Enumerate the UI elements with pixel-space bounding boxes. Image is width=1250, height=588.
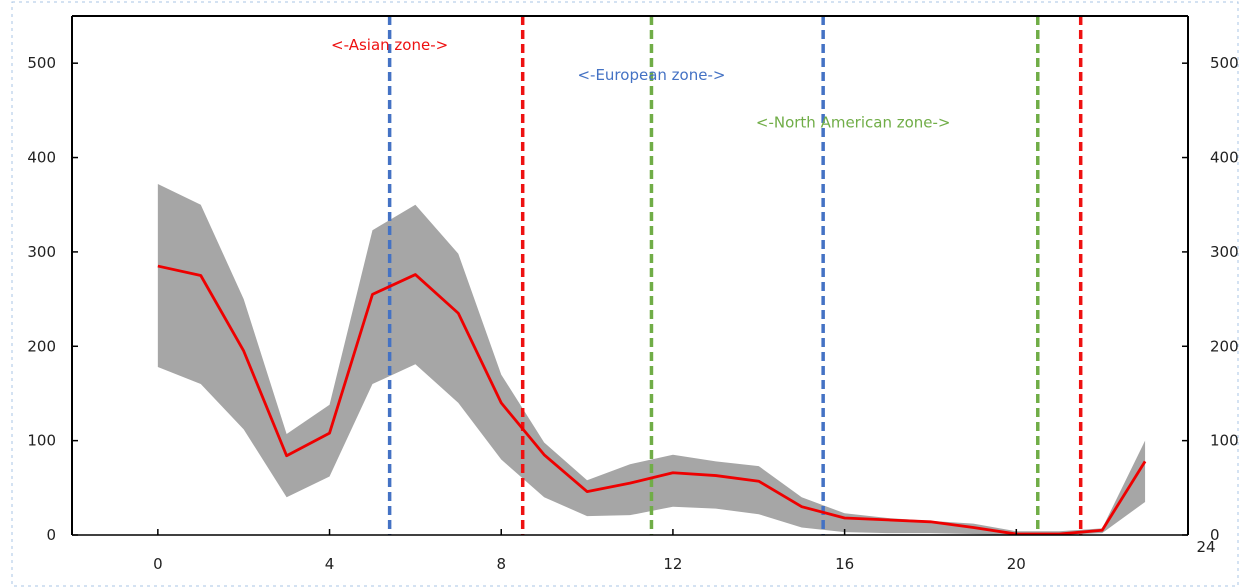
y-tick-label-left: 500 (27, 54, 56, 72)
y-tick-label-left: 200 (27, 337, 56, 355)
y-tick-label-right: 500 (1210, 54, 1239, 72)
range-band (157, 183, 1146, 535)
average-line (157, 264, 1147, 536)
x-tick-label: 24 (1196, 538, 1215, 556)
y-tick-label-left: 400 (27, 149, 56, 167)
y-tick-label-right: 200 (1210, 337, 1239, 355)
y-tick-label-right: 400 (1210, 149, 1239, 167)
y-tick-label-right: 100 (1210, 432, 1239, 450)
y-tick-label-right: 0 (1210, 526, 1220, 544)
zone-label-1: <-Asian zone-> (331, 36, 448, 54)
zone-label-2: <-European zone-> (577, 66, 725, 84)
x-tick-label: 8 (496, 555, 506, 573)
y-tick-label-left: 100 (27, 432, 56, 450)
y-tick-label-left: 0 (46, 526, 56, 544)
chart-border (11, 1, 1239, 587)
y-tick-label-left: 300 (27, 243, 56, 261)
x-tick-label: 20 (1007, 555, 1026, 573)
x-tick-label: 16 (835, 555, 854, 573)
x-tick-label: 4 (325, 555, 335, 573)
x-tick-label: 0 (153, 555, 163, 573)
x-tick-label: 12 (663, 555, 682, 573)
zone-label-3: <-North American zone-> (756, 113, 951, 131)
y-tick-label-right: 300 (1210, 243, 1239, 261)
